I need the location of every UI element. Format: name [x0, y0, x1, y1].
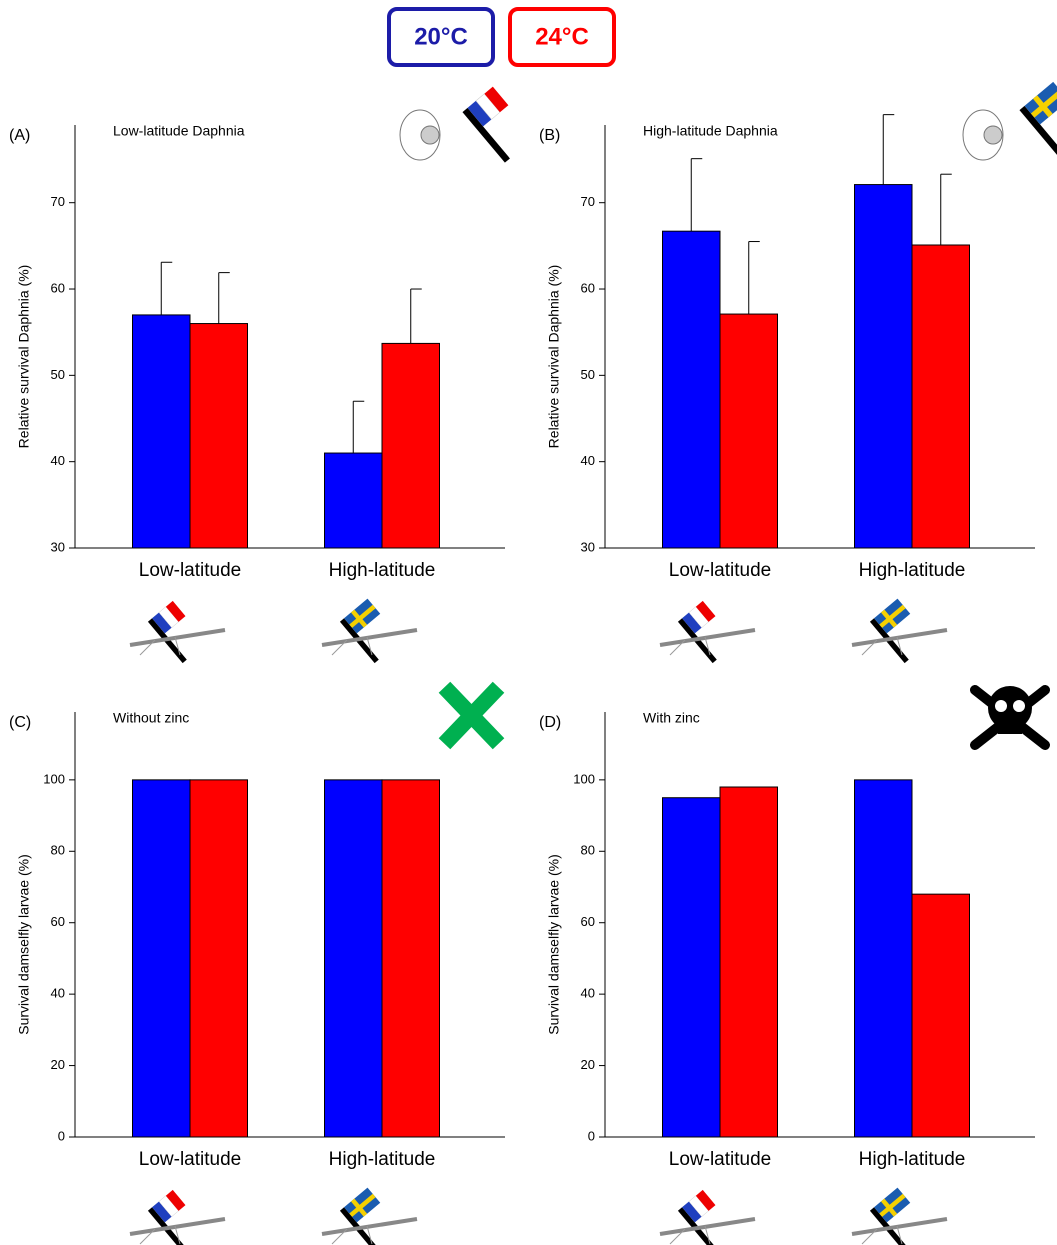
- y-axis-label: Survival damselfly larvae (%): [546, 854, 562, 1035]
- panel-label: (A): [9, 127, 30, 144]
- bar: [133, 315, 191, 548]
- panel-label: (B): [539, 127, 560, 144]
- panel-label: (C): [9, 714, 31, 731]
- bar: [663, 798, 721, 1137]
- chart-title: With zinc: [643, 710, 700, 726]
- x-tick-label: High-latitude: [329, 560, 436, 581]
- flag-icon: [465, 87, 535, 161]
- y-tick-label: 0: [588, 1128, 595, 1143]
- damselfly-icon: [130, 630, 225, 645]
- chart-title: Low-latitude Daphnia: [113, 123, 245, 139]
- bar: [190, 324, 248, 548]
- damselfly-icon: [322, 630, 417, 645]
- chart-title: Without zinc: [113, 710, 189, 726]
- damselfly-icon: [130, 1219, 225, 1234]
- y-tick-label: 60: [581, 280, 595, 295]
- flag-icon: [1022, 82, 1057, 159]
- y-tick-label: 50: [51, 367, 65, 382]
- y-tick-label: 80: [51, 843, 65, 858]
- bar: [382, 780, 440, 1137]
- y-tick-label: 30: [51, 539, 65, 554]
- y-tick-label: 70: [51, 194, 65, 209]
- x-tick-label: Low-latitude: [669, 560, 771, 581]
- x-tick-label: Low-latitude: [139, 560, 241, 581]
- y-tick-label: 0: [58, 1128, 65, 1143]
- bar: [912, 245, 970, 548]
- y-axis-label: Relative survival Daphnia (%): [16, 265, 32, 449]
- x-tick-label: High-latitude: [859, 1149, 966, 1170]
- bar: [663, 231, 721, 548]
- y-tick-label: 60: [51, 280, 65, 295]
- y-tick-label: 50: [581, 367, 595, 382]
- y-tick-label: 40: [51, 986, 65, 1001]
- page: {"chart_data": [ {"type": "bar", "panel"…: [0, 0, 1057, 1245]
- damselfly-icon: [852, 1219, 947, 1234]
- bar: [912, 894, 970, 1137]
- bar: [325, 453, 383, 548]
- bar: [855, 185, 913, 548]
- flag-icon: [342, 599, 402, 662]
- y-tick-label: 20: [581, 1057, 595, 1072]
- flag-icon: [342, 1188, 402, 1245]
- y-tick-label: 60: [51, 914, 65, 929]
- bar: [720, 787, 778, 1137]
- bar: [720, 314, 778, 548]
- y-tick-label: 40: [581, 453, 595, 468]
- y-tick-label: 80: [581, 843, 595, 858]
- y-axis-label: Relative survival Daphnia (%): [546, 265, 562, 449]
- panel-label: (D): [539, 714, 561, 731]
- skull-icon: [975, 686, 1045, 745]
- chart-title: High-latitude Daphnia: [643, 123, 778, 139]
- damselfly-icon: [660, 1219, 755, 1234]
- bar: [382, 343, 440, 548]
- x-tick-label: Low-latitude: [139, 1149, 241, 1170]
- bar: [190, 780, 248, 1137]
- y-tick-label: 40: [51, 453, 65, 468]
- x-tick-label: Low-latitude: [669, 1149, 771, 1170]
- y-tick-label: 40: [581, 986, 595, 1001]
- daphnia-icon: [421, 126, 439, 144]
- flag-icon: [680, 1190, 737, 1245]
- y-tick-label: 60: [581, 914, 595, 929]
- y-tick-label: 30: [581, 539, 595, 554]
- damselfly-icon: [322, 1219, 417, 1234]
- y-tick-label: 20: [51, 1057, 65, 1072]
- bar: [325, 780, 383, 1137]
- bar: [133, 780, 191, 1137]
- y-tick-label: 70: [581, 194, 595, 209]
- legend-label: 20°C: [414, 23, 468, 50]
- bar: [855, 780, 913, 1137]
- y-tick-label: 100: [573, 771, 595, 786]
- x-tick-label: High-latitude: [859, 560, 966, 581]
- damselfly-icon: [852, 630, 947, 645]
- figure: 20°C 24°C 30 40 50 60 70 Low-latitude High-lat…: [0, 0, 1057, 1245]
- y-axis-label: Survival damselfly larvae (%): [16, 854, 32, 1035]
- daphnia-icon: [984, 126, 1002, 144]
- flag-icon: [150, 1190, 207, 1245]
- x-tick-label: High-latitude: [329, 1149, 436, 1170]
- flag-icon: [872, 599, 932, 662]
- damselfly-icon: [660, 630, 755, 645]
- no-zinc-icon: [450, 693, 493, 738]
- legend-label: 24°C: [535, 23, 589, 50]
- flag-icon: [872, 1188, 932, 1245]
- y-tick-label: 100: [43, 771, 65, 786]
